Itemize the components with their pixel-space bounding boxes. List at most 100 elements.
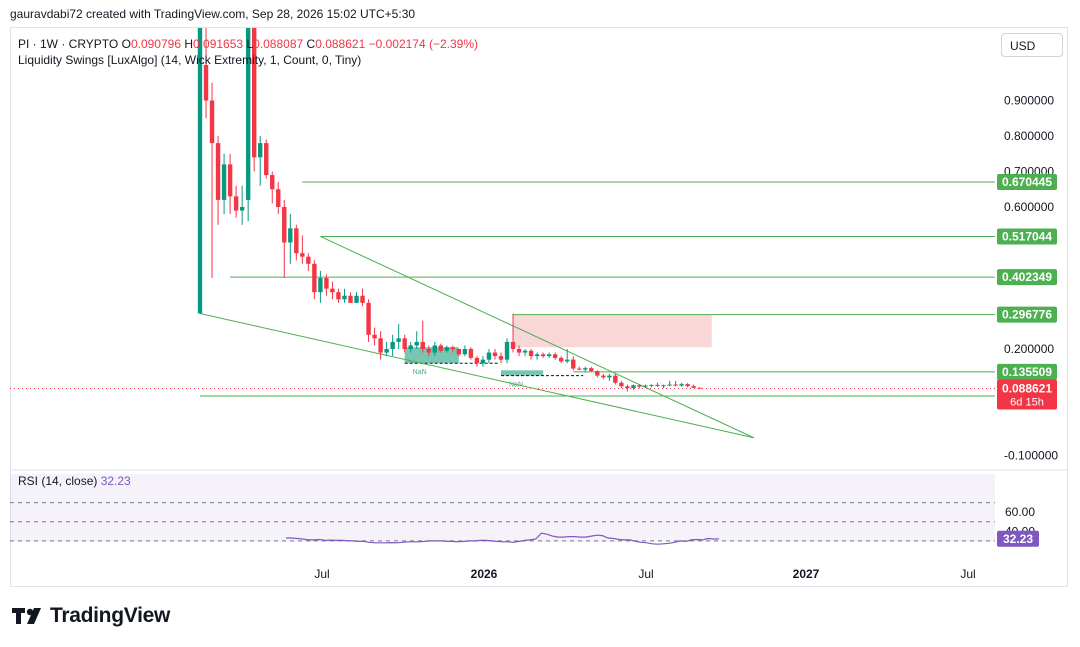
candle-body — [522, 350, 528, 353]
rsi-value-tag-text: 32.23 — [1003, 532, 1033, 546]
candle-body — [354, 295, 359, 303]
candle-body — [504, 341, 510, 360]
candle-body — [324, 277, 329, 289]
candle-body — [239, 206, 245, 211]
rsi-legend[interactable]: RSI (14, close) 32.23 — [18, 474, 131, 488]
candle-body — [366, 302, 371, 335]
candle-body — [282, 206, 287, 243]
currency-selector[interactable]: USD — [1001, 33, 1063, 57]
candle-body — [607, 375, 612, 378]
candle-body — [408, 345, 413, 349]
liquidity-zone-high — [513, 314, 712, 348]
price-tick-label: 0.800000 — [1004, 129, 1054, 143]
rsi-tick-label: 60.00 — [1005, 505, 1035, 519]
candle-body — [589, 368, 594, 372]
candle-body — [480, 359, 486, 364]
candle-body — [330, 288, 335, 293]
candle-body — [595, 371, 600, 376]
trendline — [320, 235, 755, 439]
level-price-tag-text: 0.296776 — [1002, 308, 1052, 322]
candle-body — [697, 387, 702, 389]
liquidity-zone-low — [404, 347, 459, 364]
candle-body — [318, 277, 323, 293]
candle-body — [233, 196, 239, 211]
candle-body — [197, 28, 203, 314]
ohlc-close-value: 0.088621 — [315, 37, 366, 51]
tradingview-logo-icon — [12, 608, 41, 624]
candle-body — [342, 295, 347, 300]
level-price-tag: 0.135509 — [997, 363, 1057, 380]
candle-body — [546, 354, 552, 357]
candle-body — [571, 359, 576, 369]
candle-body — [432, 345, 437, 353]
rsi-value-tag: 32.23 — [997, 530, 1039, 547]
candle-body — [540, 354, 546, 357]
ohlc-low: L0.088087 — [246, 37, 304, 51]
candle-body — [655, 384, 660, 386]
candle-body — [679, 384, 684, 386]
rsi-value: 32.23 — [100, 474, 131, 488]
indicator-legend[interactable]: Liquidity Swings [LuxAlgo] (14, Wick Ext… — [18, 53, 362, 67]
chart-frame — [10, 27, 1068, 587]
level-price-tag-text: 0.670445 — [1002, 175, 1052, 189]
candle-body — [420, 341, 425, 349]
level-price-tag: 0.517044 — [997, 228, 1057, 245]
candle-body — [552, 354, 558, 358]
candle-body — [528, 350, 534, 357]
last-price-tag-bg — [997, 379, 1057, 410]
tradingview-brand[interactable]: TradingView — [10, 604, 170, 628]
candle-body — [414, 341, 419, 346]
candle-body — [402, 338, 407, 349]
candle-body — [384, 348, 389, 353]
level-price-tag-bg — [997, 228, 1057, 245]
zone-count-label: NaN — [413, 369, 427, 376]
price-tick-label: 0.600000 — [1004, 200, 1054, 214]
chart-credit: gauravdabi72 created with TradingView.co… — [10, 7, 416, 21]
level-price-tag-bg — [997, 173, 1057, 190]
candle-body — [438, 345, 443, 351]
time-tick-label: 2027 — [793, 567, 820, 581]
level-price-tag-bg — [997, 363, 1057, 380]
time-tick-label: Jul — [960, 567, 975, 581]
price-tick-label: 0.900000 — [1004, 93, 1054, 107]
candle-body — [270, 175, 275, 190]
candle-body — [348, 295, 353, 303]
ohlc-open: O0.090796 — [121, 37, 181, 51]
candle-body — [444, 347, 450, 351]
candle-body — [601, 375, 606, 378]
ohlc-change: −0.002174 (−2.39%) — [368, 37, 479, 51]
candle-body — [396, 338, 401, 342]
rsi-value-tag-bg — [997, 530, 1039, 547]
level-price-tag-bg — [997, 269, 1057, 286]
candle-body — [456, 348, 462, 355]
candle-body — [643, 385, 648, 387]
brand-name: TradingView — [50, 604, 171, 627]
candle-body — [203, 64, 209, 101]
candle-body — [390, 341, 395, 349]
level-price-tag: 0.402349 — [997, 269, 1057, 286]
candle-body — [673, 384, 678, 386]
symbol-name[interactable]: PI · 1W · CRYPTO — [18, 37, 119, 51]
candle-body — [613, 375, 618, 383]
candle-body — [486, 352, 492, 360]
candle-body — [312, 263, 317, 293]
price-tick-label: 0.200000 — [1004, 342, 1054, 356]
candle-body — [565, 359, 570, 362]
candle-body — [450, 347, 456, 349]
candle-body — [661, 385, 666, 387]
time-tick-label: Jul — [314, 567, 329, 581]
zone-count-label: NaN — [509, 382, 523, 389]
last-price-value: 0.088621 — [1002, 382, 1052, 396]
candle-body — [215, 143, 221, 200]
candle-body — [583, 368, 588, 370]
candle-body — [300, 253, 305, 257]
ohlc-low-value: 0.088087 — [253, 37, 304, 51]
ohlc-high: H0.091653 — [184, 37, 244, 51]
candle-body — [251, 28, 257, 158]
symbol-legend: PI · 1W · CRYPTO O0.090796 H0.091653 L0.… — [18, 36, 478, 68]
candle-body — [227, 164, 233, 197]
ohlc-close: C0.088621 — [306, 37, 366, 51]
candle-body — [559, 357, 564, 362]
